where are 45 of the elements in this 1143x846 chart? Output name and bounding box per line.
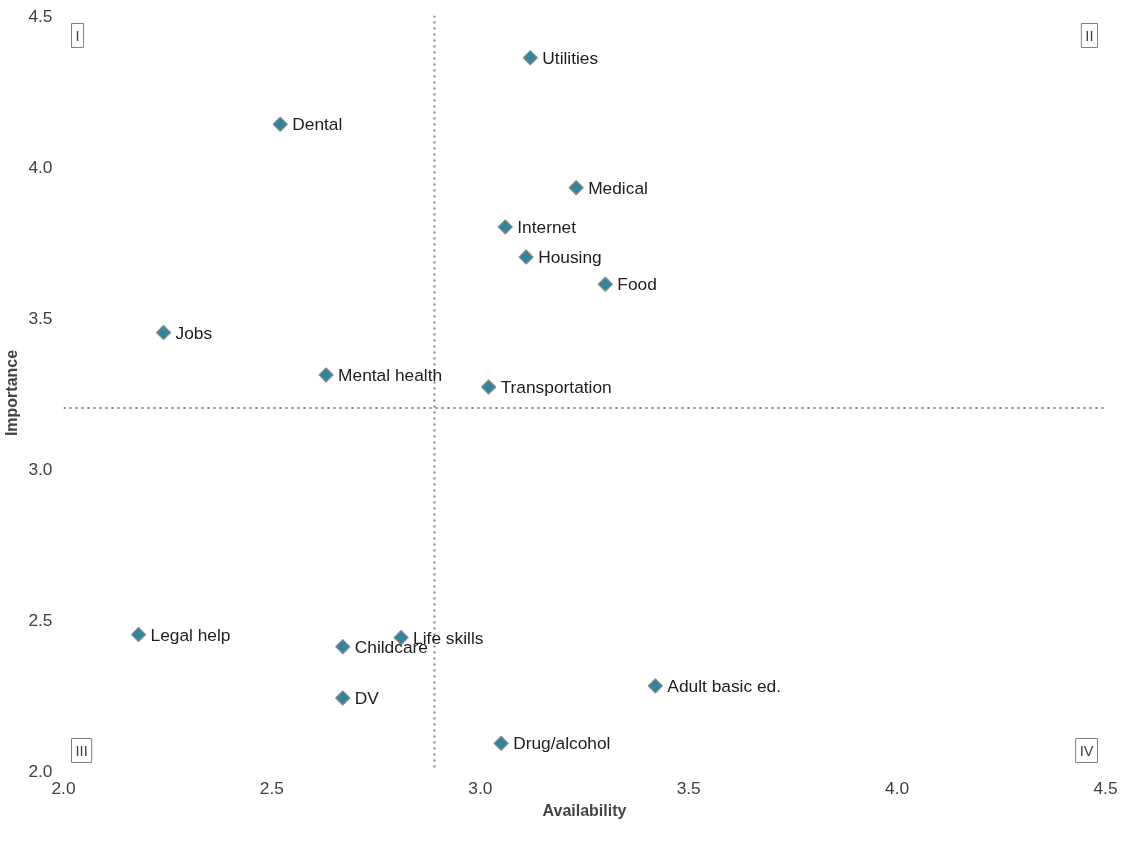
annotation: II: [1085, 27, 1094, 44]
point: [155, 324, 172, 341]
annotation: IV: [1079, 742, 1094, 759]
annotation: Internet: [517, 216, 577, 237]
y-axis-title: Importance: [3, 349, 21, 437]
point: [497, 219, 513, 235]
x-tick-label: 3.0: [468, 777, 493, 798]
x-tick-label: 2.5: [259, 777, 284, 798]
y-tick-label: 2.5: [28, 609, 53, 630]
y-tick-label: 3.0: [28, 458, 53, 479]
point: [335, 639, 351, 655]
point: [568, 179, 584, 196]
annotation: Drug/alcohol: [513, 733, 611, 754]
y-tick-label: 2.0: [28, 760, 53, 781]
annotation: DV: [354, 688, 380, 709]
point: [522, 50, 538, 66]
point: [647, 678, 664, 694]
annotation: Medical: [588, 177, 648, 198]
annotation: I: [75, 27, 80, 44]
annotation: Jobs: [175, 322, 213, 343]
point: [493, 735, 509, 751]
y-tick-label: 4.5: [28, 5, 53, 26]
annotation: Adult basic ed.: [667, 675, 782, 696]
annotation: Transportation: [500, 376, 612, 397]
annotation: Legal help: [150, 624, 231, 645]
point: [318, 367, 334, 383]
point: [518, 249, 534, 265]
annotation: Housing: [538, 247, 602, 268]
x-tick-label: 4.5: [1093, 777, 1118, 798]
annotation: Mental health: [338, 364, 443, 385]
point: [335, 690, 351, 706]
x-axis-title: Availability: [542, 801, 627, 819]
point: [272, 116, 288, 132]
point: [597, 276, 614, 292]
annotation: Utilities: [542, 47, 599, 68]
y-tick-label: 3.5: [28, 307, 53, 328]
point: [480, 379, 497, 395]
annotation: III: [75, 742, 88, 759]
x-tick-label: 3.5: [676, 777, 701, 798]
y-tick-label: 4.0: [28, 156, 53, 177]
annotation: Food: [617, 274, 657, 295]
x-tick-label: 2.0: [51, 777, 76, 798]
annotation: Dental: [292, 114, 343, 135]
x-tick-label: 4.0: [885, 777, 910, 798]
point: [130, 626, 147, 643]
